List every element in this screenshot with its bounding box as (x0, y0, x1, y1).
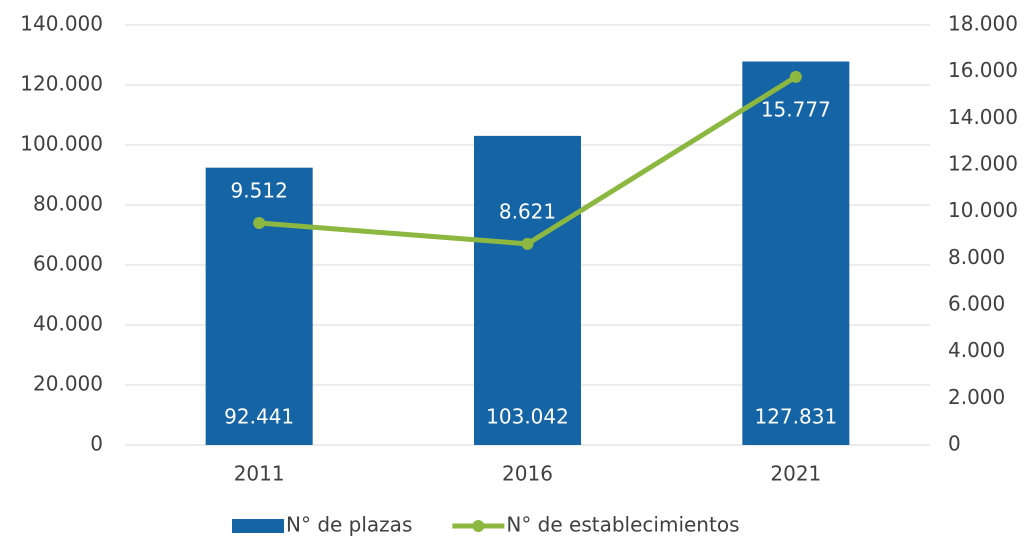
line-value-label: 8.621 (499, 199, 556, 223)
y2-tick-label: 8.000 (948, 245, 1005, 269)
bar (474, 135, 581, 445)
y-tick-label: 60.000 (33, 252, 103, 276)
y2-tick-label: 16.000 (948, 58, 1018, 82)
line-value-label: 15.777 (761, 97, 831, 121)
y-tick-label: 80.000 (33, 192, 103, 216)
y-tick-label: 120.000 (20, 72, 103, 96)
y2-tick-label: 10.000 (948, 198, 1018, 222)
line-point (789, 70, 802, 83)
y-tick-label: 140.000 (20, 12, 103, 36)
bar-value-label: 103.042 (486, 405, 569, 429)
legend-label: N° de establecimientos (506, 513, 739, 537)
y2-tick-label: 4.000 (948, 338, 1005, 362)
bar (205, 167, 313, 445)
y2-tick-label: 12.000 (948, 152, 1018, 176)
legend-swatch (232, 519, 284, 533)
bar (742, 61, 850, 446)
x-tick-label: 2021 (770, 462, 821, 486)
y2-tick-label: 6.000 (948, 292, 1005, 316)
x-tick-label: 2016 (502, 462, 553, 486)
bar-value-label: 127.831 (754, 405, 837, 429)
y-tick-label: 40.000 (33, 312, 103, 336)
legend-label: N° de plazas (286, 513, 412, 537)
legend-swatch-dot (472, 520, 485, 532)
y2-tick-label: 0 (948, 432, 961, 456)
y2-tick-label: 18.000 (948, 12, 1018, 36)
y-tick-label: 0 (90, 432, 103, 456)
y2-tick-label: 14.000 (948, 105, 1018, 129)
x-tick-label: 2011 (234, 462, 285, 486)
y2-tick-label: 2.000 (948, 385, 1005, 409)
line-point (521, 237, 534, 250)
y-tick-label: 100.000 (20, 132, 103, 156)
y-tick-label: 20.000 (33, 372, 103, 396)
line-point (253, 217, 266, 230)
bar-value-label: 92.441 (224, 405, 294, 429)
line-value-label: 9.512 (231, 179, 288, 203)
